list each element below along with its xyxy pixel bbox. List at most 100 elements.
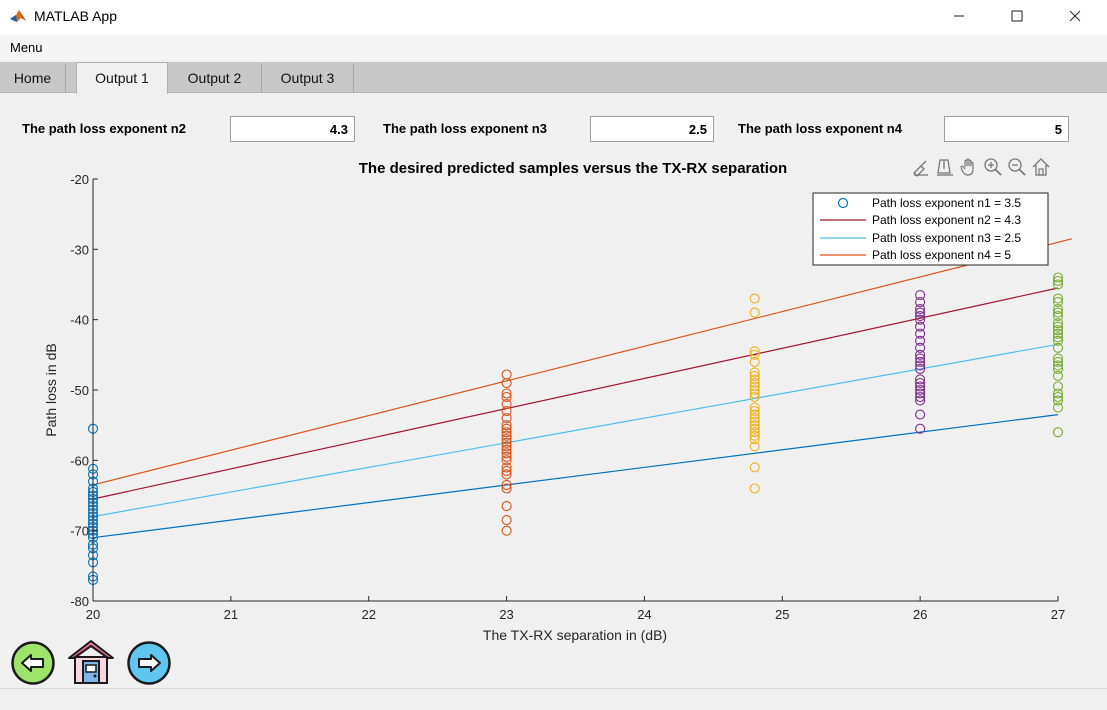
- series-line: [92, 414, 1059, 539]
- scatter-point: [501, 413, 512, 424]
- scatter-point: [501, 430, 512, 441]
- maximize-button[interactable]: [988, 0, 1046, 32]
- chart-legend[interactable]: Path loss exponent n1 = 3.5 Path loss ex…: [812, 192, 1049, 266]
- scatter-point: [1052, 427, 1064, 438]
- scatter-point: [501, 448, 512, 459]
- scatter-point: [915, 307, 926, 318]
- window-title: MATLAB App: [34, 8, 118, 24]
- scatter-point: [915, 349, 926, 360]
- zoom-out-icon[interactable]: [1006, 156, 1028, 178]
- tab-bar: Home Output 1 Output 2 Output 3: [0, 62, 1107, 94]
- datatip-icon[interactable]: [934, 156, 956, 178]
- scatter-point: [501, 525, 512, 536]
- scatter-point: [1052, 297, 1064, 308]
- minimize-button[interactable]: [930, 0, 988, 32]
- back-arrow-icon: [11, 641, 55, 685]
- status-bar: [0, 688, 1107, 710]
- scatter-point: [501, 462, 512, 473]
- scatter-point: [915, 321, 926, 332]
- scatter-point: [1052, 363, 1064, 374]
- scatter-point: [749, 349, 760, 360]
- scatter-point: [1052, 272, 1064, 283]
- scatter-point: [1052, 311, 1064, 322]
- scatter-point: [749, 483, 760, 494]
- y-tick-label: -40: [70, 313, 89, 328]
- y-axis-label: Path loss in dB: [43, 343, 59, 436]
- x-tick-label: 24: [637, 607, 651, 622]
- brush-icon[interactable]: [910, 156, 932, 178]
- back-button[interactable]: [10, 640, 56, 686]
- scatter-point: [749, 391, 760, 403]
- scatter-point: [915, 297, 926, 308]
- scatter-point: [915, 388, 926, 399]
- forward-arrow-icon: [127, 641, 171, 685]
- scatter-point: [749, 356, 760, 367]
- scatter-point: [749, 388, 760, 399]
- home-button[interactable]: [66, 638, 116, 686]
- scatter-point: [749, 423, 760, 434]
- scatter-point: [749, 409, 760, 420]
- scatter-point: [501, 377, 512, 389]
- y-tick-label: -60: [70, 453, 89, 468]
- scatter-point: [749, 384, 760, 396]
- scatter-point: [915, 395, 926, 406]
- scatter-point: [749, 367, 760, 378]
- scatter-point: [749, 430, 760, 441]
- scatter-point: [749, 441, 760, 452]
- scatter-point: [749, 462, 760, 473]
- legend-entry-n2: Path loss exponent n2 = 4.3: [872, 213, 1021, 227]
- scatter-point: [915, 335, 926, 346]
- scatter-point: [749, 427, 760, 438]
- scatter-point: [915, 342, 926, 353]
- legend-entry-n4: Path loss exponent n4 = 5: [872, 248, 1011, 262]
- scatter-point: [749, 434, 760, 445]
- scatter-point: [1052, 402, 1064, 413]
- x-tick-label: 23: [499, 607, 513, 622]
- scatter-point: [915, 311, 926, 322]
- scatter-point: [749, 402, 760, 413]
- n4-label: The path loss exponent n4: [738, 121, 902, 136]
- zoom-in-icon[interactable]: [982, 156, 1004, 178]
- home-house-icon: [68, 640, 114, 684]
- title-bar: MATLAB App: [0, 0, 1107, 35]
- scatter-point: [501, 423, 512, 434]
- forward-button[interactable]: [126, 640, 172, 686]
- scatter-point: [749, 416, 760, 427]
- scatter-point: [1052, 342, 1064, 353]
- scatter-point: [1052, 275, 1064, 287]
- scatter-point: [915, 353, 926, 364]
- scatter-point: [749, 307, 760, 318]
- scatter-point: [1052, 370, 1064, 381]
- menu-item-menu[interactable]: Menu: [10, 40, 43, 55]
- scatter-point: [915, 384, 926, 396]
- y-tick-label: -30: [70, 242, 89, 257]
- scatter-point: [1052, 304, 1064, 315]
- scatter-point: [749, 413, 760, 424]
- tab-output-1[interactable]: Output 1: [76, 62, 168, 94]
- pan-icon[interactable]: [958, 156, 980, 178]
- scatter-point: [749, 293, 760, 304]
- scatter-point: [1052, 321, 1064, 332]
- scatter-point: [501, 434, 512, 445]
- matlab-logo-icon: [10, 10, 26, 22]
- scatter-point: [1052, 332, 1064, 343]
- n2-input[interactable]: [230, 116, 355, 142]
- tab-output-2[interactable]: Output 2: [168, 63, 262, 93]
- scatter-point: [1052, 381, 1064, 392]
- n4-input[interactable]: [944, 116, 1069, 142]
- restore-view-icon[interactable]: [1030, 156, 1052, 178]
- scatter-point: [915, 377, 926, 389]
- scatter-point: [1052, 335, 1064, 346]
- tab-home[interactable]: Home: [0, 63, 66, 93]
- scatter-point: [1052, 318, 1064, 329]
- scatter-point: [501, 469, 512, 480]
- scatter-point: [749, 374, 760, 385]
- series-line: [92, 238, 1072, 486]
- scatter-point: [915, 314, 926, 325]
- close-button[interactable]: [1046, 0, 1104, 32]
- scatter-point: [501, 515, 512, 526]
- n3-input[interactable]: [590, 116, 714, 142]
- scatter-point: [915, 381, 926, 392]
- tab-output-3[interactable]: Output 3: [262, 63, 354, 93]
- scatter-point: [501, 369, 512, 380]
